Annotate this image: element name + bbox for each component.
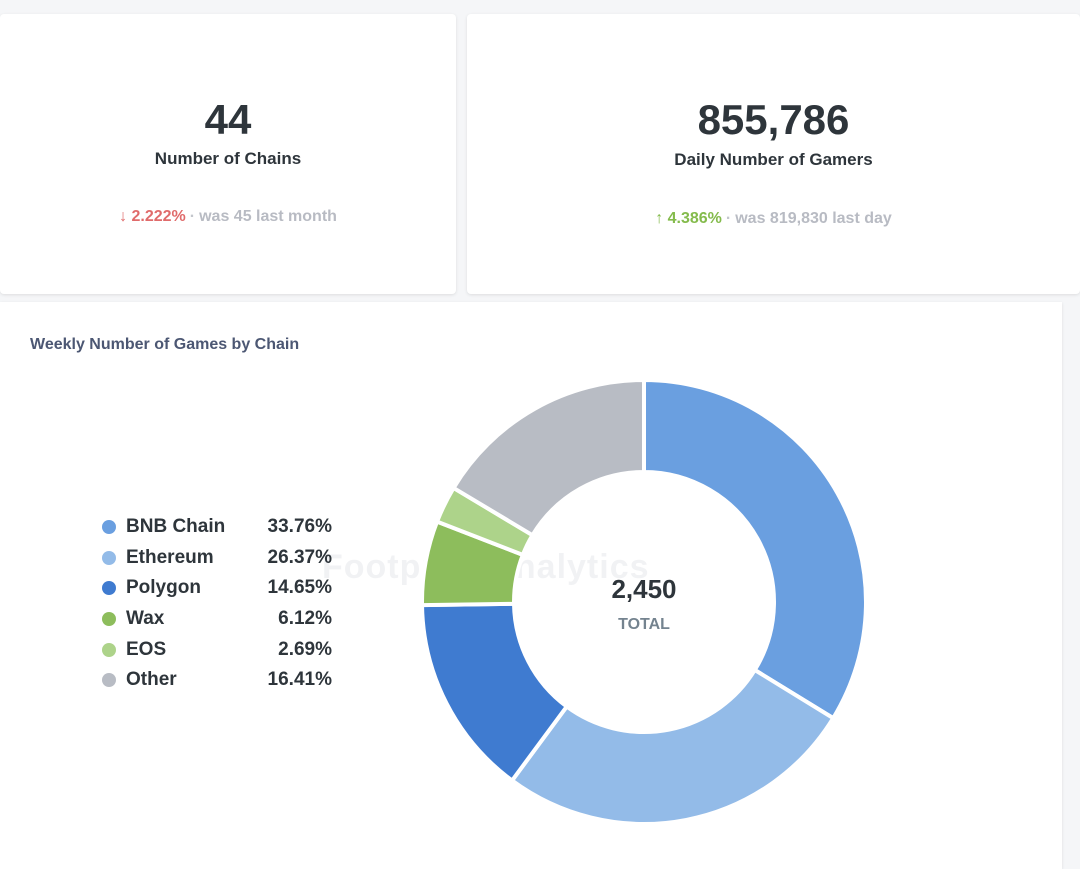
- legend-percent: 33.76%: [267, 516, 332, 538]
- kpi-gamers-value: 855,786: [697, 96, 850, 143]
- legend-swatch: [102, 673, 116, 688]
- kpi-chains-label: Number of Chains: [154, 149, 302, 168]
- kpi-gamers-comparison: was 819,830 last day: [735, 210, 892, 227]
- chart-title: Weekly Number of Games by Chain: [30, 336, 300, 353]
- legend-percent: 26.37%: [267, 546, 332, 568]
- legend-item[interactable]: EOS 2.69%: [102, 634, 332, 665]
- legend-item[interactable]: Wax 6.12%: [102, 604, 332, 635]
- legend-percent: 14.65%: [267, 577, 332, 599]
- donut-total-value: 2,450: [611, 574, 676, 604]
- legend-swatch: [102, 520, 116, 535]
- legend-item[interactable]: BNB Chain 33.76%: [102, 512, 332, 543]
- legend-label: Ethereum: [126, 546, 214, 568]
- kpi-chains-delta-row: ↓ 2.222% · was 45 last month: [119, 208, 337, 225]
- legend-label: BNB Chain: [126, 516, 226, 538]
- donut-chart: 2,450 TOTAL: [419, 377, 868, 826]
- legend-swatch: [102, 642, 116, 657]
- kpi-gamers-label: Daily Number of Gamers: [674, 150, 873, 169]
- legend-swatch: [102, 612, 116, 627]
- donut-total-label: TOTAL: [618, 616, 670, 633]
- legend-item[interactable]: Polygon 14.65%: [102, 573, 332, 604]
- chart-legend: BNB Chain 33.76% Ethereum 26.37% Polygon 14.6…: [102, 512, 332, 696]
- legend-percent: 6.12%: [278, 608, 332, 630]
- legend-swatch: [102, 550, 116, 565]
- legend-label: Other: [126, 669, 177, 691]
- donut-slice[interactable]: [642, 377, 868, 721]
- legend-item[interactable]: Ethereum 26.37%: [102, 543, 332, 574]
- legend-item[interactable]: Other 16.41%: [102, 665, 332, 696]
- kpi-gamers-delta: ↑ 4.386%: [655, 210, 722, 227]
- legend-swatch: [102, 581, 116, 596]
- kpi-chains-value: 44: [204, 96, 252, 143]
- donut-slice[interactable]: [509, 667, 836, 826]
- legend-label: Polygon: [126, 577, 201, 599]
- kpi-gamers-delta-row: ↑ 4.386% · was 819,830 last day: [655, 210, 892, 227]
- legend-percent: 16.41%: [267, 669, 332, 691]
- legend-percent: 2.69%: [278, 638, 332, 660]
- kpi-chains-delta: ↓ 2.222%: [119, 208, 186, 225]
- legend-label: Wax: [126, 608, 165, 630]
- kpi-card-gamers: 855,786 Daily Number of Gamers ↑ 4.386% ·…: [467, 14, 1080, 294]
- kpi-card-chains: 44 Number of Chains ↓ 2.222% · was 45 last…: [0, 14, 456, 294]
- kpi-chains-comparison: was 45 last month: [199, 208, 337, 225]
- legend-label: EOS: [126, 638, 167, 660]
- donut-slice[interactable]: [450, 377, 646, 538]
- chart-card: Weekly Number of Games by Chain Footprin…: [0, 302, 1062, 869]
